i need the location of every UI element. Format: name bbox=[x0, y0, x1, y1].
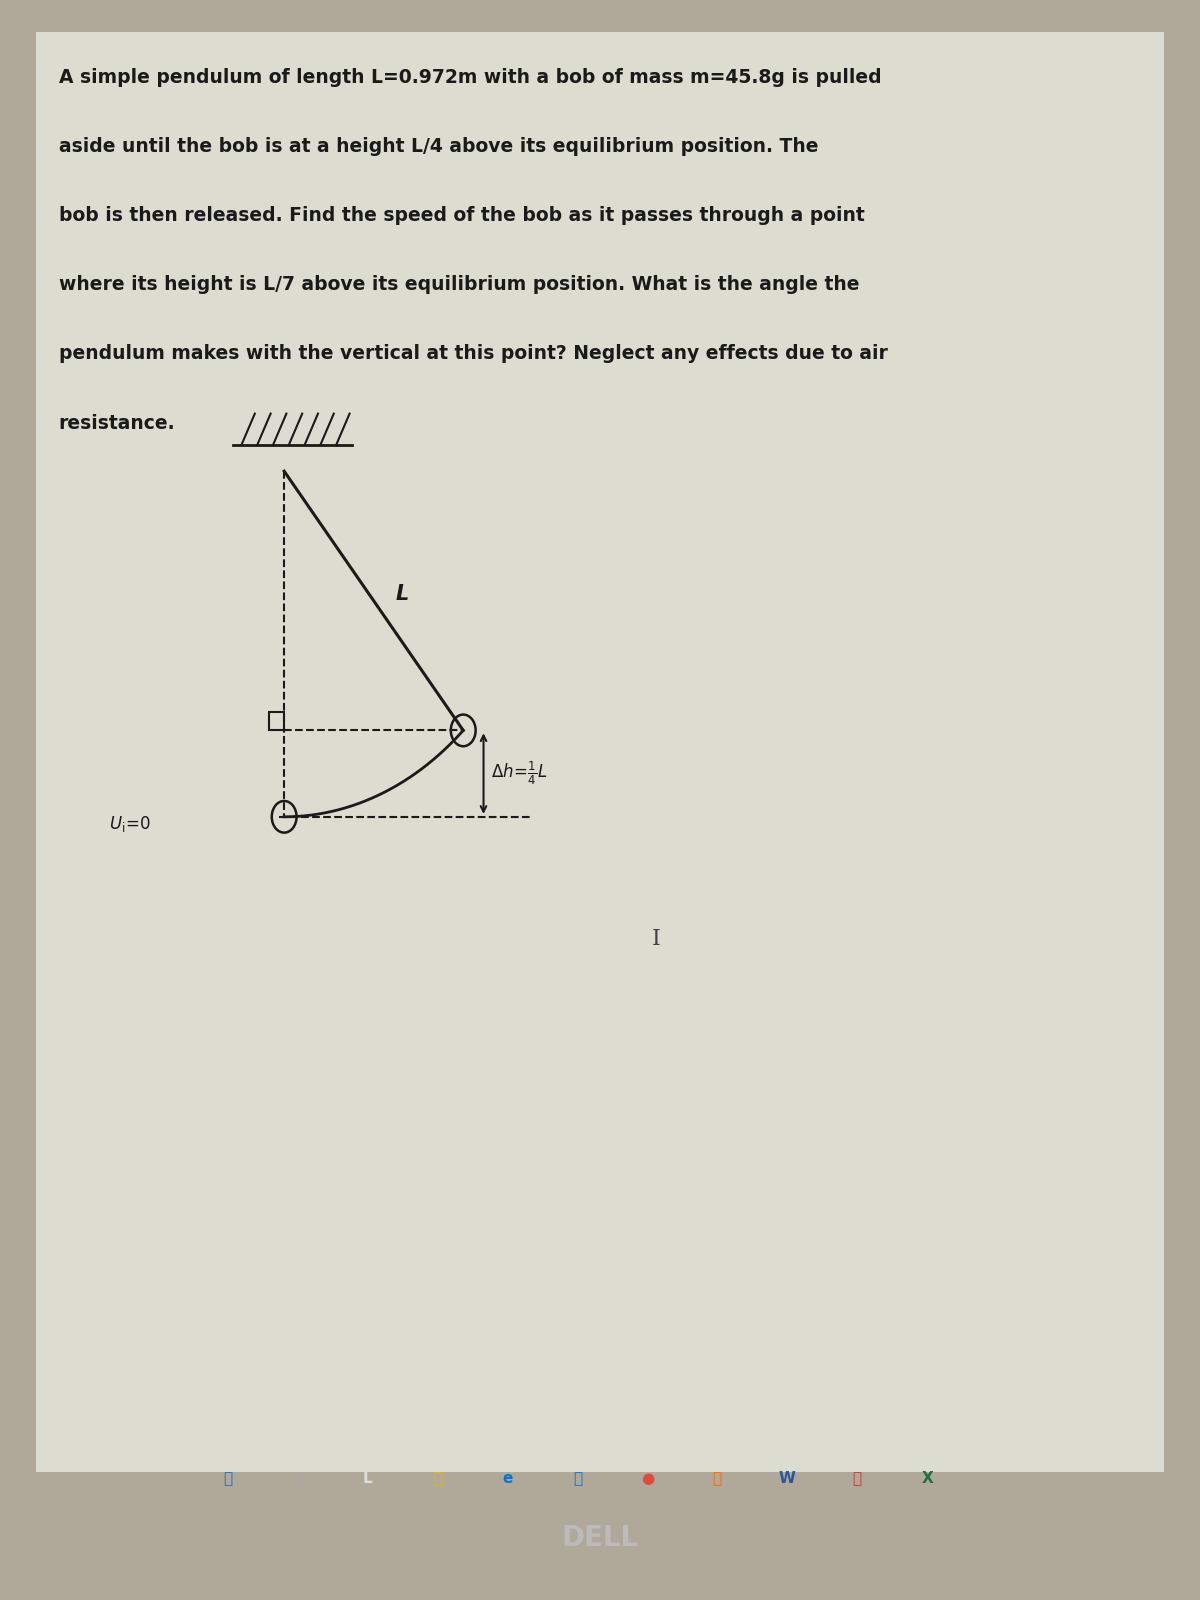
Text: $U_{\rm i}\!=\!0$: $U_{\rm i}\!=\!0$ bbox=[109, 814, 151, 834]
Text: ●: ● bbox=[641, 1470, 654, 1486]
Text: 📊: 📊 bbox=[853, 1470, 862, 1486]
Text: 📁: 📁 bbox=[433, 1470, 442, 1486]
Text: I: I bbox=[652, 928, 661, 950]
Text: X: X bbox=[922, 1470, 932, 1486]
Text: aside until the bob is at a height L/4 above its equilibrium position. The: aside until the bob is at a height L/4 a… bbox=[59, 138, 818, 157]
Text: A simple pendulum of length L=0.972m with a bob of mass m=45.8g is pulled: A simple pendulum of length L=0.972m wit… bbox=[59, 67, 881, 86]
Text: 🏪: 🏪 bbox=[572, 1470, 582, 1486]
Text: pendulum makes with the vertical at this point? Neglect any effects due to air: pendulum makes with the vertical at this… bbox=[59, 344, 888, 363]
Text: L: L bbox=[395, 584, 408, 603]
Text: 🦊: 🦊 bbox=[713, 1470, 722, 1486]
Text: where its height is L/7 above its equilibrium position. What is the angle the: where its height is L/7 above its equili… bbox=[59, 275, 859, 294]
Text: resistance.: resistance. bbox=[59, 413, 175, 432]
Text: DELL: DELL bbox=[562, 1523, 638, 1552]
Text: 🔍: 🔍 bbox=[293, 1470, 302, 1486]
Text: W: W bbox=[779, 1470, 796, 1486]
Text: e: e bbox=[503, 1470, 512, 1486]
Text: bob is then released. Find the speed of the bob as it passes through a point: bob is then released. Find the speed of … bbox=[59, 206, 864, 226]
Text: ⧞: ⧞ bbox=[223, 1470, 233, 1486]
Bar bbox=[270, 712, 284, 730]
Text: L: L bbox=[362, 1470, 372, 1486]
Text: $\Delta h\!=\!\frac{1}{4}L$: $\Delta h\!=\!\frac{1}{4}L$ bbox=[492, 760, 548, 787]
